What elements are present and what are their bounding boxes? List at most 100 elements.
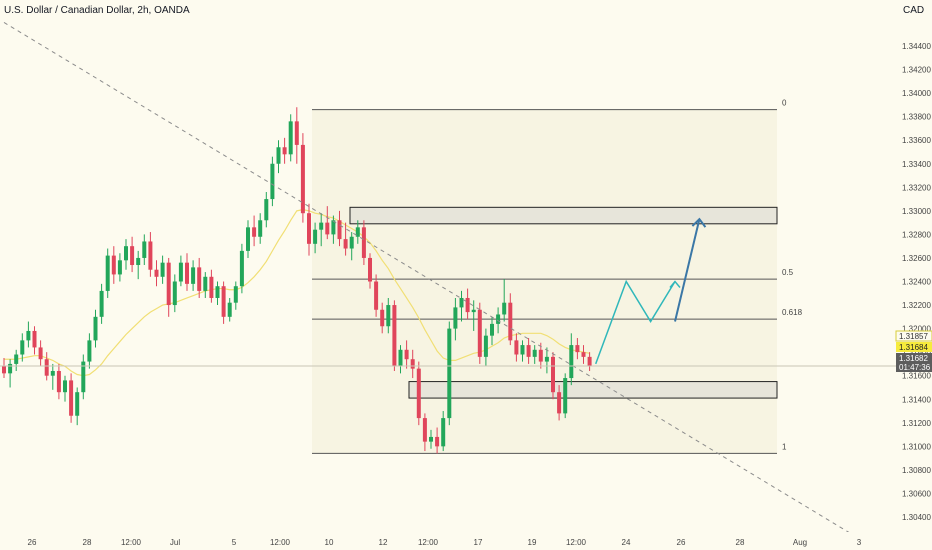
candle-body xyxy=(465,297,470,313)
x-tick-label: 28 xyxy=(83,538,92,547)
candle-body xyxy=(191,267,196,284)
candle-body xyxy=(178,262,183,282)
price-label-box xyxy=(896,342,932,352)
support-resistance-zones[interactable] xyxy=(349,206,778,399)
candle-body xyxy=(569,345,574,379)
candle-body xyxy=(130,246,135,266)
candle-body xyxy=(69,380,74,416)
y-tick-label: 1.31400 xyxy=(902,395,931,404)
candle-body xyxy=(307,213,311,244)
candle-body xyxy=(319,222,324,230)
candle-body xyxy=(288,121,293,155)
candle-body xyxy=(544,356,549,362)
candle-body xyxy=(331,220,336,235)
candle-body xyxy=(172,281,177,306)
x-tick-label: Jul xyxy=(170,538,180,547)
fib-background xyxy=(312,109,777,454)
y-tick-label: 1.30600 xyxy=(902,489,931,498)
moving-average-layer xyxy=(4,209,590,377)
x-tick-label: 5 xyxy=(232,538,237,547)
projection-zigzag[interactable] xyxy=(594,279,676,365)
x-tick-label: 12:00 xyxy=(270,538,291,547)
y-tick-label: 1.32600 xyxy=(902,254,931,263)
y-tick-label: 1.30800 xyxy=(902,466,931,475)
candle-body xyxy=(93,316,98,341)
y-tick-label: 1.33800 xyxy=(902,113,931,122)
candle-body xyxy=(209,276,214,298)
candle-body xyxy=(26,330,31,341)
candle-body xyxy=(416,368,421,419)
y-tick-label: 1.32000 xyxy=(902,325,931,334)
x-tick-label: 17 xyxy=(474,538,483,547)
candle-body xyxy=(587,356,592,367)
candle-body xyxy=(75,392,80,416)
candle-body xyxy=(337,220,342,240)
price-label-box xyxy=(896,362,932,372)
candle-body xyxy=(520,345,525,355)
candle-body xyxy=(148,241,153,270)
candle-body xyxy=(227,302,232,317)
candle-body xyxy=(429,436,433,442)
candle-body xyxy=(63,380,67,393)
candle-body xyxy=(136,257,141,266)
candle-body xyxy=(99,290,104,317)
candle-body xyxy=(355,227,360,237)
x-tick-label: 24 xyxy=(622,538,631,547)
candle-body xyxy=(282,147,287,155)
candle-body xyxy=(514,340,519,355)
candle-body xyxy=(270,163,275,200)
candle-body xyxy=(490,323,494,336)
fib-level-label: 1 xyxy=(782,442,787,451)
candle-body xyxy=(410,359,415,369)
candle-body xyxy=(166,262,171,306)
x-tick-label: Aug xyxy=(793,538,807,547)
candle-body xyxy=(117,260,122,275)
candle-body xyxy=(453,307,458,329)
candle-body xyxy=(111,255,116,275)
candle-body xyxy=(124,246,128,261)
candle-body xyxy=(105,255,110,291)
candle-body xyxy=(81,361,86,393)
candle-body xyxy=(374,281,379,310)
candles-layer xyxy=(2,107,592,454)
x-tick-label: 12:00 xyxy=(418,538,439,547)
projection-layer[interactable] xyxy=(594,217,707,365)
candle-body xyxy=(252,227,257,237)
y-tick-label: 1.31200 xyxy=(902,419,931,428)
moving-average-line xyxy=(4,209,590,377)
time-axis-panel xyxy=(0,532,932,550)
candle-body xyxy=(32,330,37,348)
fib-level-label: 0.5 xyxy=(782,268,794,277)
support-zone[interactable] xyxy=(408,381,778,399)
y-tick-label: 1.33400 xyxy=(902,160,931,169)
symbol-title[interactable]: U.S. Dollar / Canadian Dollar, 2h, OANDA xyxy=(4,5,190,16)
y-tick-label: 1.31000 xyxy=(902,442,931,451)
candle-body xyxy=(38,347,43,360)
candle-body xyxy=(50,370,55,376)
candle-body xyxy=(386,305,391,327)
y-tick-label: 1.33200 xyxy=(902,183,931,192)
candle-body xyxy=(233,286,238,303)
x-tick-label: 26 xyxy=(28,538,37,547)
candle-body xyxy=(185,262,189,284)
candle-body xyxy=(325,222,330,235)
y-tick-label: 1.34200 xyxy=(902,66,931,75)
candle-body xyxy=(221,286,226,317)
candle-body xyxy=(398,349,403,367)
trendline-layer[interactable] xyxy=(3,22,871,546)
price-label-gray: 1.31682 xyxy=(899,354,928,363)
y-tick-label: 1.34000 xyxy=(902,89,931,98)
projection-arrow[interactable] xyxy=(674,218,701,322)
candle-body xyxy=(20,340,25,355)
candle-body xyxy=(563,378,568,414)
x-tick-label: 26 xyxy=(677,538,686,547)
candle-body xyxy=(349,236,354,249)
resistance-zone[interactable] xyxy=(349,206,778,225)
descending-trendline[interactable] xyxy=(3,22,871,546)
candle-body xyxy=(2,366,6,374)
candle-body xyxy=(203,276,208,291)
candle-body xyxy=(56,370,61,393)
